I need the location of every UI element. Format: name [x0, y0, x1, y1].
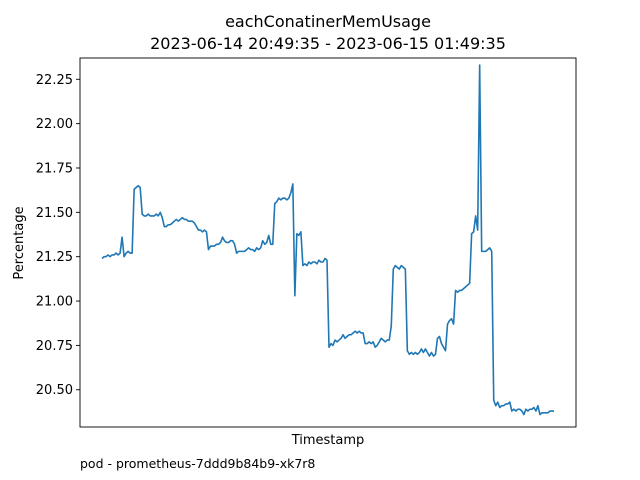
y-tick-label: 21.25: [36, 250, 73, 265]
y-tick-label: 21.00: [36, 295, 73, 310]
y-tick-label: 21.75: [36, 161, 73, 176]
plot-series: [101, 64, 554, 416]
chart-title: eachConatinerMemUsage: [225, 12, 431, 31]
y-tick-label: 20.75: [36, 339, 73, 354]
y-axis-ticks: 20.50 20.75 21.00 21.25 21.50 21.75 22.00 22.25: [36, 73, 80, 398]
y-tick-label: 22.25: [36, 73, 73, 88]
y-tick-label: 22.00: [36, 117, 73, 132]
x-axis-label: Timestamp: [291, 433, 365, 448]
y-tick-label: 21.50: [36, 206, 73, 221]
series-line: [101, 64, 554, 416]
y-axis-label: Percentage: [12, 206, 27, 279]
y-tick-label: 20.50: [36, 383, 73, 398]
plot-frame: [79, 57, 577, 428]
chart-subtitle: 2023-06-14 20:49:35 - 2023-06-15 01:49:3…: [150, 34, 506, 53]
pod-footer-label: pod - prometheus-7ddd9b84b9-xk7r8: [80, 456, 316, 471]
